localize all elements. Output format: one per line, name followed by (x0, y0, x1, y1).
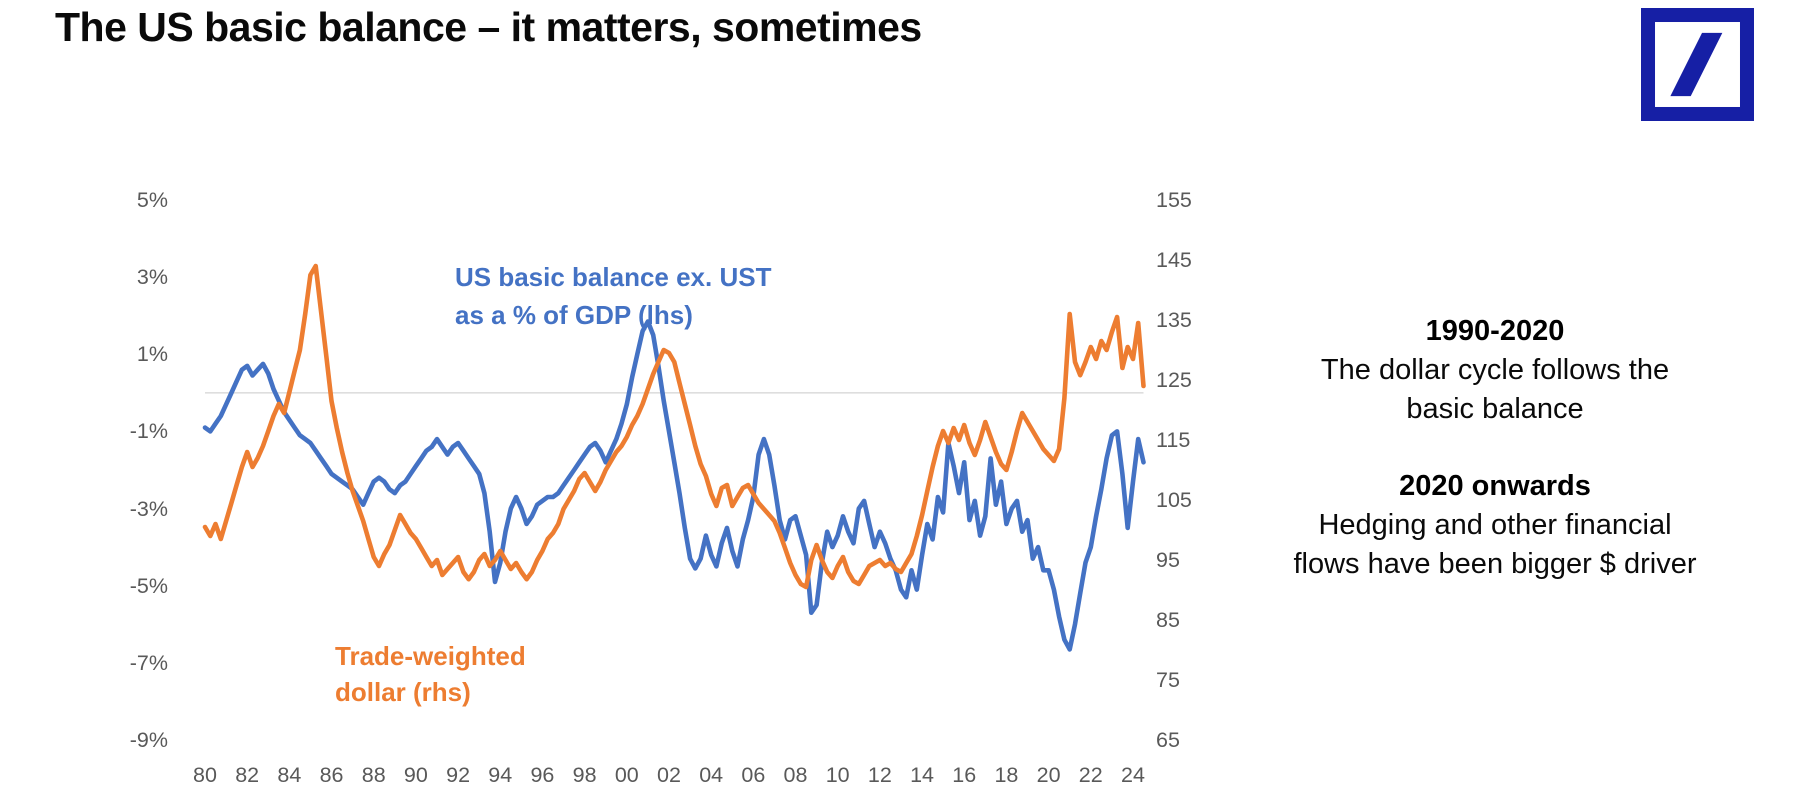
basic-balance-series-label: US basic balance ex. UST as a % of GDP (… (455, 262, 772, 330)
left-axis-tick: 1% (136, 342, 168, 367)
x-axis-tick: 82 (235, 763, 260, 787)
deutsche-bank-logo (1640, 7, 1754, 121)
period2-text-line1: Hedging and other financial (1318, 509, 1672, 541)
page-title: The US basic balance – it matters, somet… (55, 4, 922, 50)
x-axis-tick: 14 (910, 763, 934, 787)
right-axis-tick: 95 (1156, 548, 1180, 572)
db-slash-icon (1640, 7, 1754, 121)
x-axis-tick: 12 (867, 763, 892, 787)
period2-title: 2020 onwards (1399, 470, 1591, 502)
right-axis-tick: 75 (1156, 668, 1180, 692)
x-axis-tick: 04 (699, 763, 724, 787)
x-axis-tick: 00 (614, 763, 639, 787)
x-axis-tick: 10 (825, 763, 850, 787)
basic-balance-line (202, 319, 1146, 652)
x-axis-tick: 88 (361, 763, 386, 787)
left-axis-tick: -5% (129, 573, 168, 598)
x-axis-tick: 06 (741, 763, 766, 787)
dollar-series-label: Trade-weighted dollar (rhs) (335, 641, 526, 707)
x-axis-tick: 96 (530, 763, 555, 787)
right-axis-tick: 115 (1156, 428, 1191, 452)
left-axis-tick: 3% (136, 265, 168, 290)
period1-title: 1990-2020 (1425, 315, 1565, 347)
x-axis-tick: 08 (783, 763, 808, 787)
left-axis-tick: -9% (129, 728, 168, 752)
x-axis-tick: 24 (1120, 763, 1145, 787)
left-axis-tick: -7% (129, 650, 168, 675)
right-axis-tick: 125 (1156, 368, 1192, 392)
x-axis-tick: 02 (657, 763, 681, 787)
x-axis-tick: 22 (1078, 763, 1103, 787)
x-axis-tick: 80 (193, 763, 217, 787)
x-axis-tick: 20 (1036, 763, 1061, 787)
right-axis-tick: 135 (1156, 308, 1192, 332)
left-axis-tick: -1% (129, 419, 168, 444)
x-axis-tick: 84 (277, 763, 302, 787)
annotation-block: 1990-2020 The dollar cycle follows the b… (1250, 312, 1740, 584)
x-axis-tick: 16 (952, 763, 977, 787)
x-axis-tick: 90 (403, 763, 428, 787)
left-axis-tick: -3% (129, 496, 168, 521)
x-axis-tick: 94 (488, 763, 513, 787)
x-axis-tick: 18 (994, 763, 1019, 787)
right-axis-tick: 85 (1156, 608, 1180, 632)
x-axis-tick: 98 (572, 763, 597, 787)
period1-text-line2: basic balance (1406, 393, 1584, 425)
x-axis-tick: 86 (319, 763, 344, 787)
period2-text-line2: flows have been bigger $ driver (1293, 548, 1697, 580)
period1-text-line1: The dollar cycle follows the (1320, 354, 1670, 386)
right-axis-tick: 105 (1156, 488, 1192, 512)
right-axis-tick: 155 (1156, 188, 1192, 212)
x-axis-tick: 92 (446, 763, 471, 787)
right-axis-tick: 65 (1156, 728, 1180, 752)
left-axis-tick: 5% (136, 188, 168, 212)
right-axis-tick: 145 (1156, 248, 1192, 272)
